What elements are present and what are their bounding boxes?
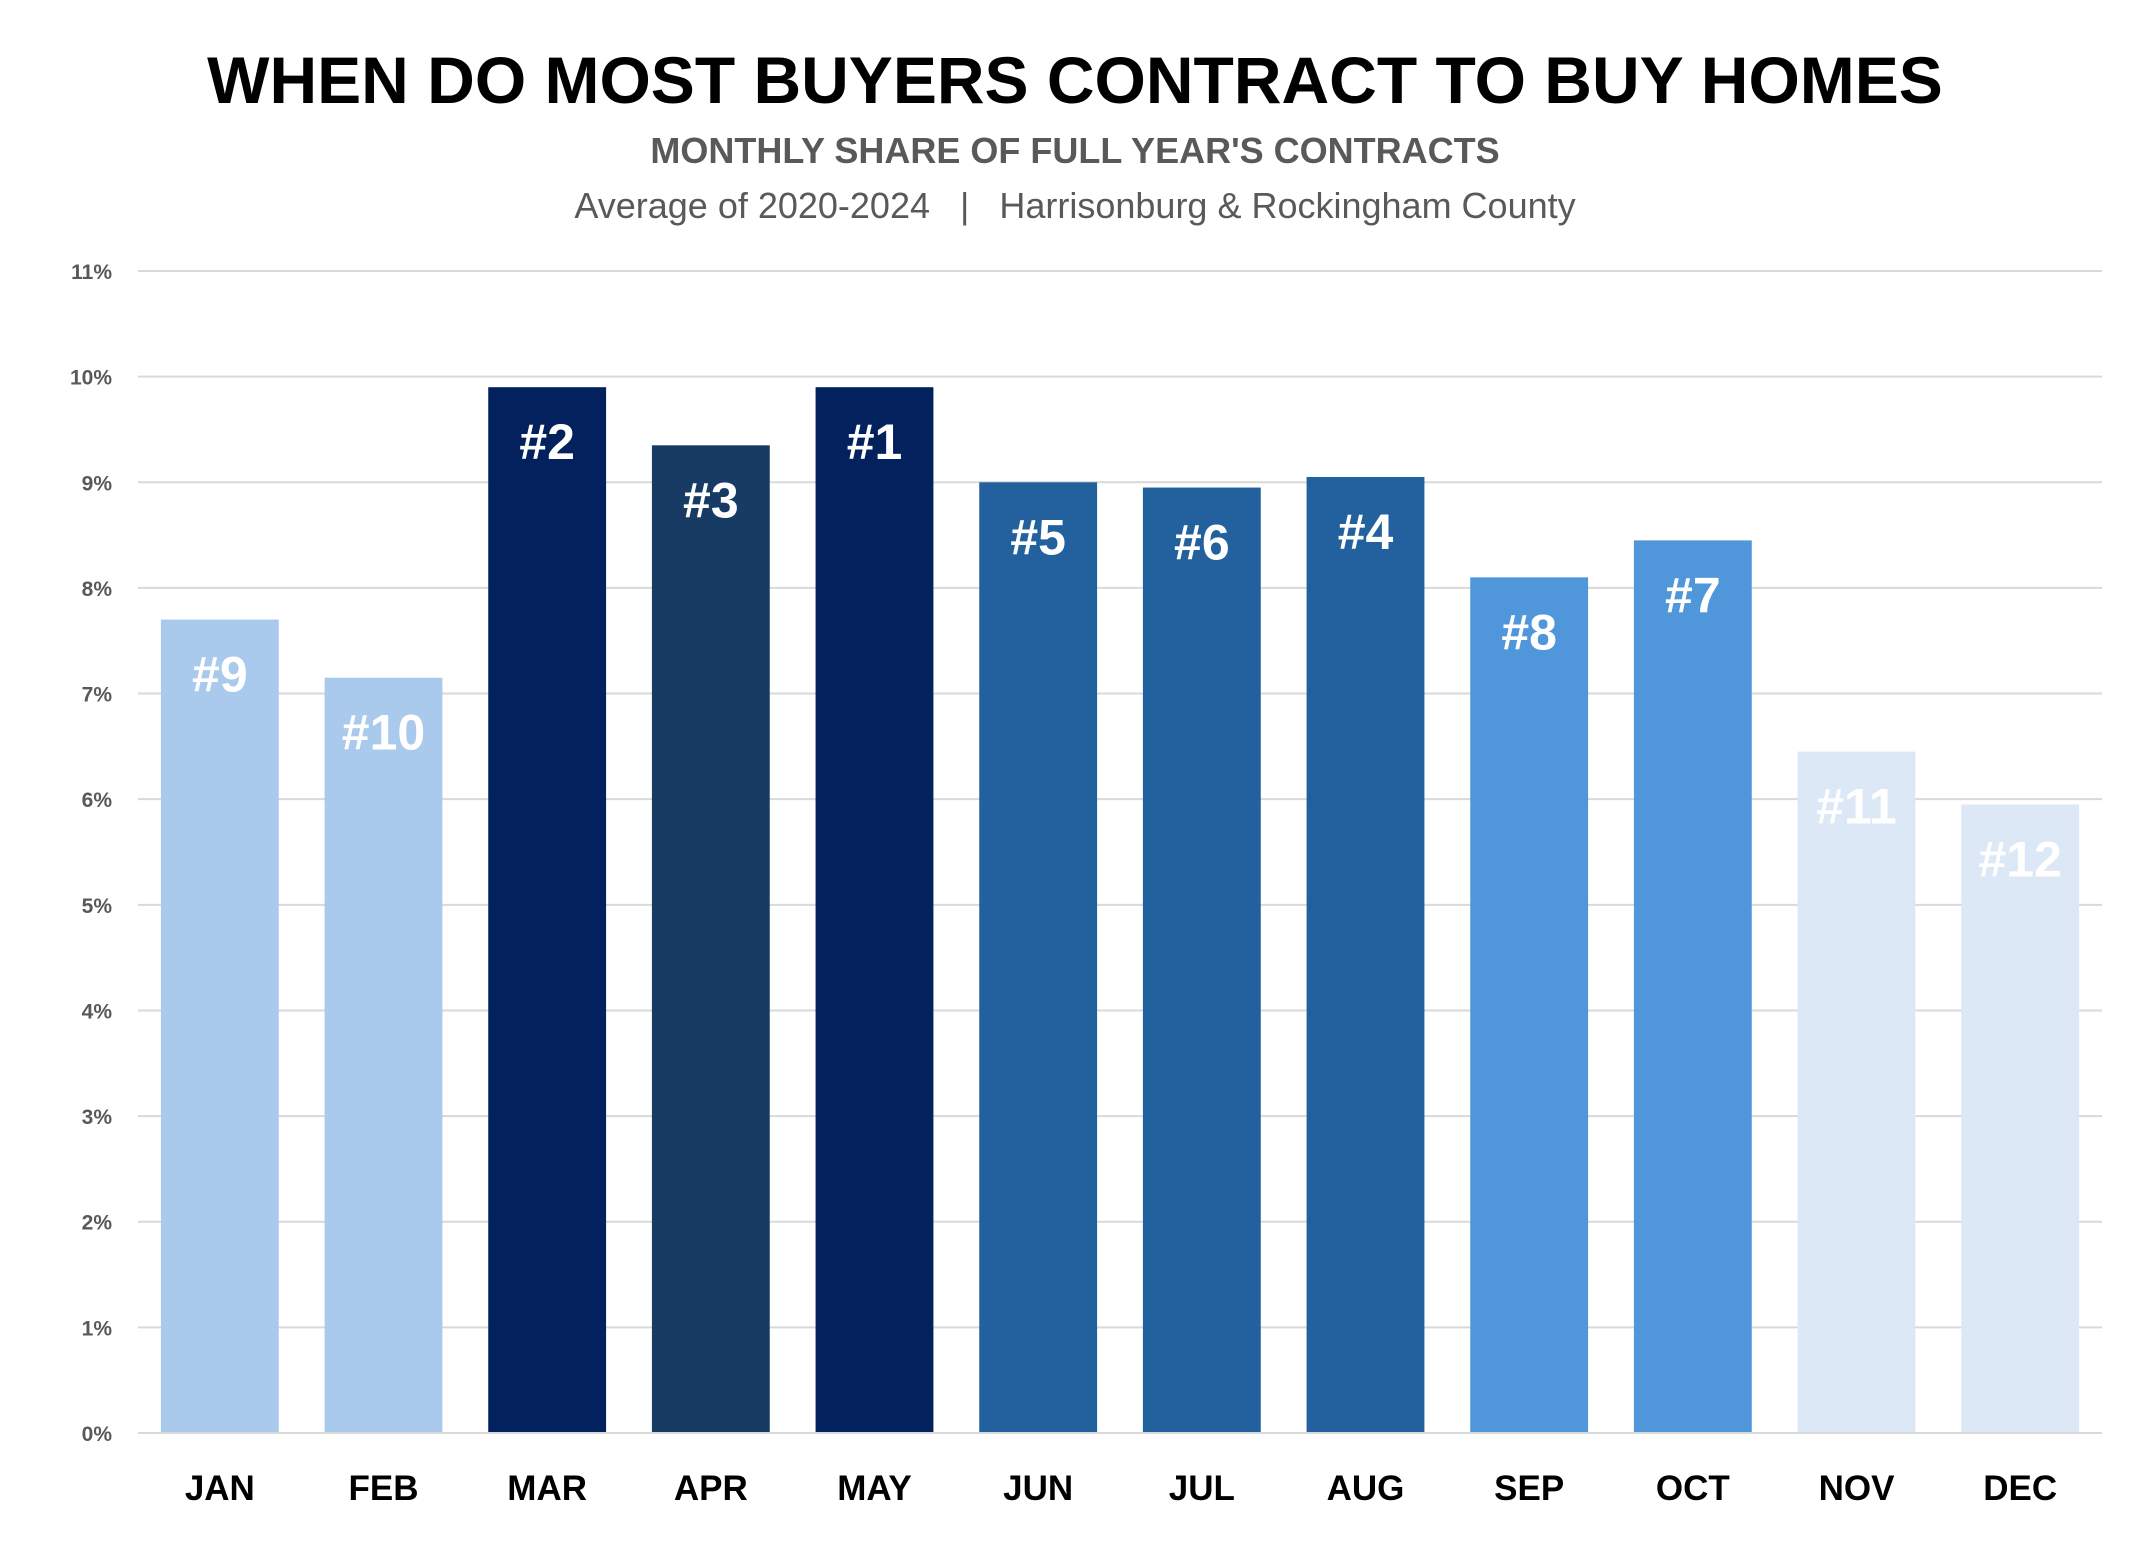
y-tick-label: 8% (82, 578, 113, 601)
y-tick-label: 11% (71, 261, 112, 284)
x-tick-label: JUN (1003, 1469, 1073, 1508)
chart-title: WHEN DO MOST BUYERS CONTRACT TO BUY HOME… (207, 43, 1943, 117)
y-tick-label: 6% (82, 789, 113, 812)
data-label: #8 (1501, 604, 1557, 660)
chart-subtitle: MONTHLY SHARE OF FULL YEAR'S CONTRACTS (650, 130, 1500, 171)
data-label: #5 (1010, 509, 1066, 565)
bar (651, 445, 770, 1433)
bar (160, 619, 279, 1433)
bar (1470, 577, 1589, 1433)
data-label: #1 (847, 414, 903, 470)
bar (1961, 804, 2080, 1433)
bar (1306, 476, 1425, 1433)
chart-subtitle-source: Average of 2020-2024 | Harrisonburg & Ro… (574, 185, 1576, 226)
bar (1142, 487, 1261, 1433)
x-tick-label: MAY (837, 1469, 912, 1508)
data-label: #6 (1174, 515, 1230, 571)
y-tick-label: 7% (82, 684, 113, 707)
data-label: #2 (519, 414, 575, 470)
data-label: #4 (1338, 504, 1394, 560)
y-tick-label: 5% (82, 895, 113, 918)
x-tick-label: FEB (349, 1469, 419, 1508)
x-tick-label: NOV (1819, 1469, 1896, 1508)
x-tick-label: SEP (1494, 1469, 1564, 1508)
x-tick-label: DEC (1983, 1469, 2057, 1508)
data-label: #9 (192, 647, 248, 703)
data-label: #10 (342, 705, 425, 761)
bar (979, 482, 1098, 1434)
data-label: #3 (683, 472, 739, 528)
y-tick-label: 4% (82, 1000, 113, 1023)
x-tick-label: MAR (507, 1469, 587, 1508)
x-tick-label: APR (674, 1469, 748, 1508)
x-tick-label: OCT (1656, 1469, 1730, 1508)
data-label: #12 (1978, 831, 2061, 887)
x-tick-label: JAN (185, 1469, 255, 1508)
bar (1797, 751, 1916, 1433)
bar (1633, 540, 1752, 1433)
y-tick-label: 1% (82, 1317, 113, 1340)
y-tick-label: 3% (82, 1106, 113, 1129)
y-tick-label: 9% (82, 472, 113, 495)
bar (815, 387, 934, 1434)
y-tick-label: 2% (82, 1212, 113, 1235)
y-tick-label: 0% (82, 1423, 113, 1446)
bar (488, 387, 607, 1434)
y-tick-label: 10% (70, 367, 112, 390)
x-tick-label: AUG (1327, 1469, 1405, 1508)
bar (324, 677, 443, 1433)
data-label: #7 (1665, 567, 1721, 623)
x-tick-label: JUL (1169, 1469, 1235, 1508)
data-label: #11 (1816, 779, 1897, 835)
